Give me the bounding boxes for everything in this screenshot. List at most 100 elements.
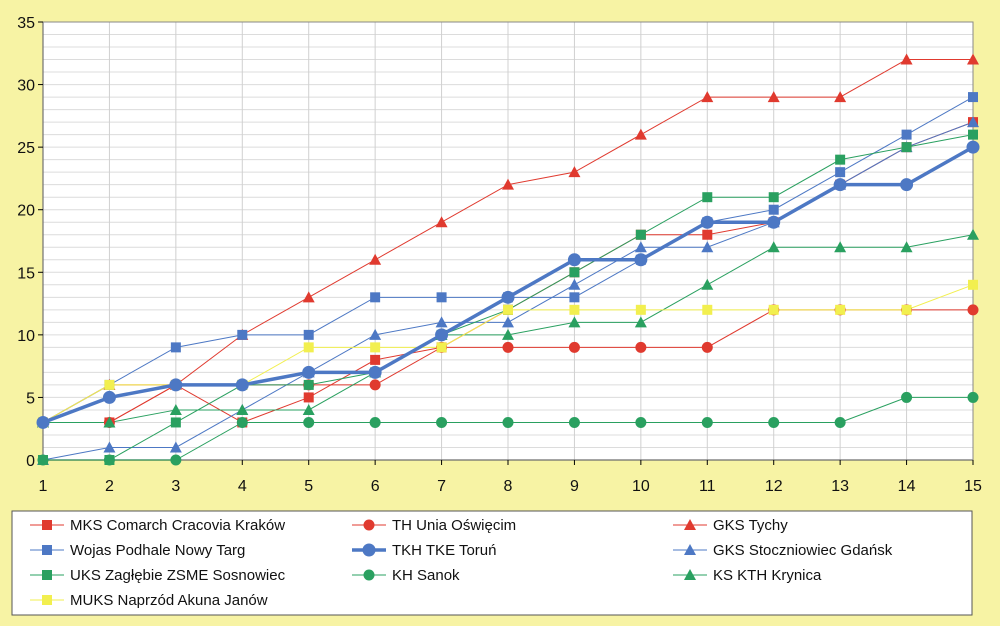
data-point	[236, 416, 248, 428]
data-point	[568, 416, 580, 428]
legend-marker	[42, 520, 52, 530]
data-point	[968, 92, 978, 103]
data-point	[502, 328, 514, 340]
data-point	[635, 341, 647, 353]
data-point	[370, 354, 381, 365]
data-point	[169, 403, 182, 415]
data-point	[303, 379, 314, 390]
legend-marker	[684, 544, 696, 555]
data-point	[435, 316, 448, 328]
data-point	[700, 215, 714, 229]
data-point	[701, 341, 713, 353]
data-point	[436, 416, 448, 428]
data-point	[235, 378, 249, 392]
data-point	[767, 241, 780, 253]
data-point	[569, 292, 580, 303]
data-point	[634, 316, 647, 328]
data-point	[436, 342, 447, 353]
x-tick-label: 1	[39, 478, 48, 495]
data-point	[634, 241, 647, 253]
data-point	[901, 142, 912, 153]
data-point	[436, 292, 447, 303]
legend-marker	[684, 569, 696, 580]
data-point	[435, 328, 449, 342]
y-tick-label: 5	[26, 390, 35, 407]
x-tick-label: 11	[699, 478, 716, 495]
y-tick-label: 15	[17, 265, 35, 282]
data-point	[900, 241, 913, 253]
data-point	[104, 379, 115, 390]
data-point	[967, 116, 979, 128]
x-tick-label: 15	[964, 478, 982, 495]
data-point	[36, 415, 50, 429]
data-point	[369, 379, 381, 391]
y-tick-label: 20	[17, 203, 35, 220]
data-point	[369, 328, 382, 340]
data-point	[502, 416, 514, 428]
data-point	[901, 391, 913, 403]
x-tick-label: 5	[304, 478, 313, 495]
data-point	[635, 416, 647, 428]
legend-label: KH Sanok	[392, 567, 460, 584]
data-point	[303, 416, 315, 428]
data-point	[833, 178, 847, 192]
x-tick-label: 12	[765, 478, 783, 495]
legend-label: TH Unia Oświęcim	[392, 517, 516, 534]
x-tick-label: 9	[570, 478, 579, 495]
data-point	[701, 416, 713, 428]
x-tick-label: 7	[437, 478, 446, 495]
legend-marker	[363, 569, 375, 581]
data-point	[968, 279, 978, 290]
data-point	[634, 253, 648, 267]
data-point	[768, 204, 779, 215]
data-point	[767, 215, 781, 229]
data-point	[569, 267, 580, 278]
data-point	[170, 342, 181, 353]
data-point	[900, 178, 914, 192]
data-point	[303, 392, 314, 403]
data-point	[966, 140, 980, 154]
x-tick-label: 2	[105, 478, 114, 495]
y-tick-label: 25	[17, 140, 35, 157]
data-point	[634, 128, 647, 140]
data-point	[302, 291, 315, 303]
data-point	[701, 241, 714, 253]
x-tick-label: 4	[238, 478, 247, 495]
data-point	[37, 454, 49, 466]
data-point	[635, 304, 646, 315]
legend-label: Wojas Podhale Nowy Targ	[70, 542, 245, 559]
data-point	[901, 304, 912, 315]
x-tick-label: 14	[898, 478, 916, 495]
data-point	[568, 316, 581, 328]
data-point	[768, 416, 780, 428]
y-tick-label: 0	[26, 453, 35, 470]
data-point	[901, 129, 912, 140]
data-point	[169, 441, 182, 453]
data-point	[568, 166, 581, 178]
data-point	[701, 278, 714, 290]
data-point	[370, 292, 381, 303]
data-point	[103, 416, 116, 428]
data-point	[368, 365, 382, 379]
data-point	[369, 416, 381, 428]
legend-label: GKS Tychy	[713, 517, 788, 534]
legend-label: UKS Zagłębie ZSME Sosnowiec	[70, 567, 286, 584]
data-point	[768, 304, 779, 315]
data-point	[702, 304, 713, 315]
legend-marker	[42, 570, 52, 580]
data-point	[569, 304, 580, 315]
legend-label: GKS Stoczniowiec Gdańsk	[713, 542, 893, 559]
data-point	[835, 167, 846, 178]
legend-marker	[363, 519, 375, 531]
data-point	[502, 178, 514, 190]
data-point	[834, 416, 846, 428]
legend-marker	[42, 545, 52, 555]
data-point	[236, 403, 249, 415]
x-tick-label: 10	[632, 478, 650, 495]
data-point	[502, 341, 514, 353]
legend-box	[11, 510, 973, 616]
legend-marker	[42, 595, 52, 605]
